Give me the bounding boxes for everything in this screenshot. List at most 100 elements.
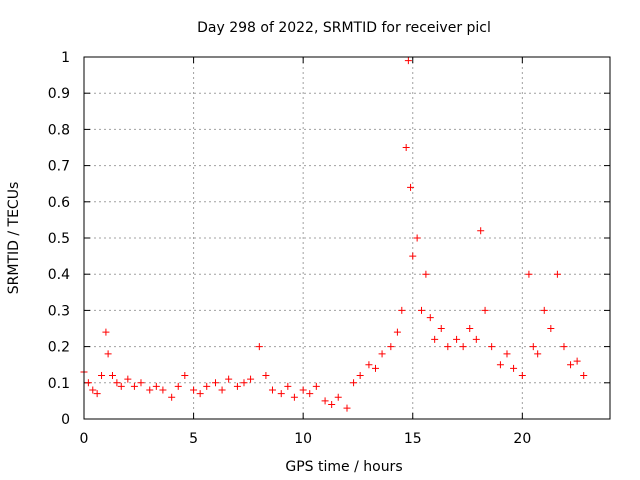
x-tick-label: 15 bbox=[404, 431, 422, 447]
data-point bbox=[496, 361, 504, 369]
data-point bbox=[102, 328, 110, 336]
data-point bbox=[203, 382, 211, 390]
data-point bbox=[371, 364, 379, 372]
data-point bbox=[387, 343, 395, 351]
data-point bbox=[306, 390, 314, 398]
tick-layer: 00.10.20.30.40.50.60.70.80.910 5 10 15 20 bbox=[48, 50, 610, 447]
y-tick-label: 0.5 bbox=[48, 231, 70, 247]
data-point bbox=[426, 314, 434, 322]
data-point bbox=[418, 306, 426, 314]
data-point bbox=[290, 393, 298, 401]
data-point bbox=[378, 350, 386, 358]
data-point bbox=[196, 390, 204, 398]
y-tick-label: 0.4 bbox=[48, 267, 70, 283]
data-point bbox=[328, 401, 336, 409]
data-point bbox=[402, 144, 410, 151]
data-point bbox=[159, 386, 167, 394]
data-point bbox=[567, 361, 575, 369]
data-point bbox=[518, 372, 526, 380]
x-tick-label: 20 bbox=[513, 431, 531, 447]
data-point bbox=[268, 386, 276, 394]
data-point bbox=[130, 382, 138, 390]
data-point bbox=[404, 57, 412, 65]
data-point bbox=[299, 386, 307, 394]
data-point bbox=[312, 382, 320, 390]
data-point bbox=[409, 252, 417, 260]
data-point bbox=[152, 382, 160, 390]
data-point bbox=[573, 357, 581, 365]
data-point bbox=[284, 382, 292, 390]
plot-frame bbox=[83, 56, 611, 420]
data-point bbox=[218, 386, 226, 394]
data-points-layer bbox=[80, 57, 588, 412]
y-tick-label: 0.9 bbox=[48, 86, 70, 102]
data-point bbox=[431, 335, 439, 343]
data-point bbox=[525, 270, 533, 278]
data-point bbox=[510, 364, 518, 372]
data-point bbox=[137, 379, 145, 387]
data-point bbox=[488, 343, 496, 351]
data-point bbox=[444, 343, 452, 351]
x-tick-label: 5 bbox=[189, 431, 198, 447]
data-point bbox=[334, 393, 342, 401]
y-tick-label: 0.1 bbox=[48, 376, 70, 392]
data-point bbox=[422, 270, 430, 278]
data-point bbox=[174, 382, 182, 390]
data-point bbox=[168, 393, 176, 401]
data-point bbox=[98, 372, 106, 380]
data-point bbox=[117, 382, 125, 390]
x-axis-label: GPS time / hours bbox=[285, 459, 402, 475]
data-point bbox=[84, 379, 92, 387]
data-point bbox=[321, 397, 329, 405]
data-point bbox=[472, 335, 480, 343]
data-point bbox=[255, 343, 263, 351]
data-point bbox=[534, 350, 542, 358]
grid-layer bbox=[84, 57, 610, 419]
data-point bbox=[225, 375, 233, 383]
x-tick-label: 0 bbox=[80, 431, 89, 447]
data-point bbox=[181, 372, 189, 380]
data-point bbox=[529, 343, 537, 351]
y-axis-label: SRMTID / TECUs bbox=[6, 182, 22, 295]
data-point bbox=[240, 379, 248, 387]
y-tick-label: 0.6 bbox=[48, 195, 70, 211]
data-point bbox=[93, 390, 101, 398]
data-point bbox=[547, 325, 555, 332]
y-tick-label: 0.3 bbox=[48, 303, 70, 319]
data-point bbox=[89, 386, 97, 394]
y-tick-label: 0.2 bbox=[48, 340, 70, 356]
y-tick-label: 0.8 bbox=[48, 122, 70, 138]
data-point bbox=[477, 227, 485, 235]
data-point bbox=[190, 386, 198, 394]
data-point bbox=[247, 375, 255, 383]
data-point bbox=[459, 343, 467, 351]
chart-title: Day 298 of 2022, SRMTID for receiver pic… bbox=[197, 20, 491, 36]
data-point bbox=[407, 183, 415, 191]
data-point bbox=[350, 379, 358, 387]
data-point bbox=[413, 234, 421, 242]
data-point bbox=[553, 270, 561, 278]
data-point bbox=[262, 372, 270, 380]
y-tick-label: 0.7 bbox=[48, 159, 70, 175]
data-point bbox=[356, 372, 364, 380]
data-point bbox=[503, 350, 511, 358]
data-point bbox=[146, 386, 154, 394]
data-point bbox=[453, 335, 461, 343]
data-point bbox=[212, 379, 219, 387]
data-point bbox=[277, 390, 285, 398]
data-point bbox=[560, 343, 568, 351]
data-point bbox=[481, 306, 489, 314]
data-point bbox=[108, 372, 116, 380]
data-point bbox=[104, 350, 112, 358]
data-point bbox=[393, 328, 401, 336]
y-tick-label: 1 bbox=[61, 50, 70, 66]
data-point bbox=[466, 325, 474, 332]
data-point bbox=[540, 306, 548, 314]
data-point bbox=[343, 404, 351, 412]
data-point bbox=[233, 382, 241, 390]
data-point bbox=[365, 361, 373, 369]
data-point bbox=[113, 379, 121, 387]
data-point bbox=[580, 372, 588, 380]
y-tick-label: 0 bbox=[61, 412, 70, 428]
